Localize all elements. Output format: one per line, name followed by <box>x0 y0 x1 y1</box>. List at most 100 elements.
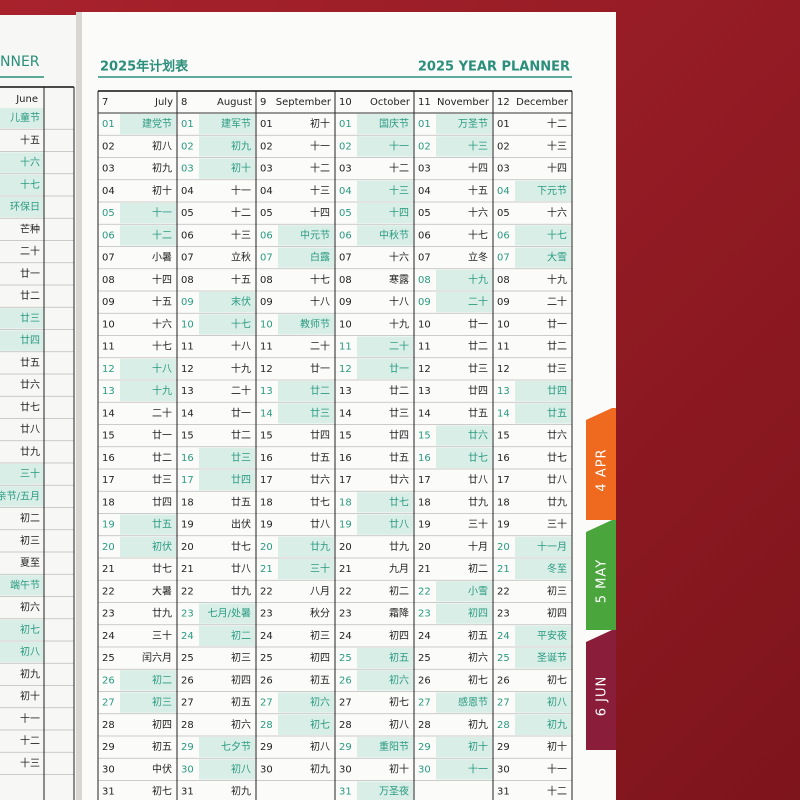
lunar-date: 廿二 <box>389 385 409 397</box>
lunar-date: 十六 <box>152 317 172 330</box>
day-number: 12 <box>418 364 431 375</box>
day-number: 21 <box>497 564 510 575</box>
lunar-date: 初二 <box>389 584 409 597</box>
month-tab <box>586 520 616 630</box>
day-number: 05 <box>497 208 510 219</box>
holiday-highlight <box>436 292 492 313</box>
holiday-highlight <box>436 136 492 157</box>
lunar-date: 平安夜 <box>537 629 567 642</box>
holiday-highlight <box>436 603 492 624</box>
day-number: 23 <box>102 609 115 620</box>
lunar-date: 初八 <box>310 740 330 753</box>
day-number: 30 <box>497 764 510 775</box>
lunar-date: 芒种 <box>20 222 40 235</box>
day-number: 02 <box>260 141 273 152</box>
lunar-date: 闰六月 <box>142 651 172 664</box>
day-number: 26 <box>339 675 352 686</box>
lunar-date: 十一 <box>389 139 409 152</box>
lunar-date: 廿二 <box>310 385 330 397</box>
day-number: 29 <box>339 742 352 753</box>
holiday-highlight <box>357 203 413 224</box>
lunar-date: 十六 <box>468 206 488 219</box>
lunar-date: 九月 <box>389 563 409 575</box>
day-number: 28 <box>418 720 431 731</box>
day-number: 07 <box>181 253 194 264</box>
holiday-highlight <box>120 381 176 402</box>
holiday-highlight <box>199 447 255 468</box>
lunar-date: 十三 <box>310 184 330 197</box>
holiday-highlight <box>0 197 44 218</box>
day-number: 08 <box>497 275 510 286</box>
day-number: 29 <box>181 742 194 753</box>
lunar-date: 十二 <box>389 162 409 175</box>
month-name: October <box>370 97 411 108</box>
lunar-date: 初九 <box>231 139 251 152</box>
lunar-date: 十七 <box>310 273 330 286</box>
day-number: 22 <box>497 586 510 597</box>
day-number: 12 <box>181 364 194 375</box>
day-number: 26 <box>102 675 115 686</box>
day-number: 30 <box>260 764 273 775</box>
holiday-highlight <box>515 180 571 201</box>
lunar-date: 十二 <box>20 734 40 747</box>
holiday-highlight <box>0 152 44 173</box>
day-number: 06 <box>497 230 510 241</box>
holiday-highlight <box>120 514 176 535</box>
lunar-date: 初十 <box>20 690 40 703</box>
lunar-date: 中伏 <box>152 762 172 775</box>
lunar-date: 廿六 <box>310 474 330 486</box>
title-cn: 2025年计划表 <box>100 59 189 75</box>
lunar-date: 廿二 <box>547 341 567 353</box>
lunar-date: 七夕节 <box>221 741 251 753</box>
lunar-date: 初二 <box>20 512 40 525</box>
day-number: 08 <box>260 275 273 286</box>
holiday-highlight <box>278 559 334 580</box>
lunar-date: 三十 <box>20 467 40 480</box>
holiday-highlight <box>436 425 492 446</box>
day-number: 29 <box>497 742 510 753</box>
day-number: 02 <box>339 141 352 152</box>
day-number: 10 <box>339 319 352 330</box>
lunar-date: 十三 <box>231 228 251 241</box>
lunar-date: 初七 <box>547 673 567 686</box>
day-number: 22 <box>418 586 431 597</box>
lunar-date: 二十 <box>468 295 488 308</box>
lunar-date: 廿五 <box>310 452 330 464</box>
holiday-highlight <box>515 648 571 669</box>
lunar-date: 廿五 <box>389 452 409 464</box>
day-number: 12 <box>260 364 273 375</box>
day-number: 15 <box>339 431 352 442</box>
lunar-date: 十三 <box>547 139 567 152</box>
day-number: 26 <box>260 675 273 686</box>
lunar-date: 国庆节 <box>379 117 409 130</box>
day-number: 11 <box>418 342 431 353</box>
day-number: 14 <box>339 408 352 419</box>
day-number: 28 <box>339 720 352 731</box>
lunar-date: 三十 <box>310 562 330 575</box>
day-number: 02 <box>418 141 431 152</box>
lunar-date: 初十 <box>310 117 330 130</box>
day-number: 06 <box>418 230 431 241</box>
holiday-highlight <box>120 225 176 246</box>
lunar-date: 十四 <box>389 206 409 219</box>
holiday-highlight <box>436 114 492 135</box>
holiday-highlight <box>436 447 492 468</box>
holiday-highlight <box>278 692 334 713</box>
lunar-date: 十六 <box>20 156 40 169</box>
holiday-highlight <box>199 625 255 646</box>
lunar-date: 廿三 <box>20 312 40 324</box>
lunar-date: 十月 <box>468 540 488 553</box>
lunar-date: 廿一 <box>389 363 409 375</box>
lunar-date: 大雪 <box>547 251 567 264</box>
day-number: 20 <box>260 542 273 553</box>
month-name: July <box>154 97 173 108</box>
holiday-highlight <box>0 575 44 596</box>
lunar-date: 初六 <box>20 601 40 614</box>
lunar-date: 十五 <box>231 273 251 286</box>
day-number: 28 <box>181 720 194 731</box>
lunar-date: 二十 <box>231 384 251 397</box>
holiday-highlight <box>357 336 413 357</box>
lunar-date: 初三 <box>231 651 251 664</box>
holiday-highlight <box>278 225 334 246</box>
day-number: 07 <box>102 253 115 264</box>
